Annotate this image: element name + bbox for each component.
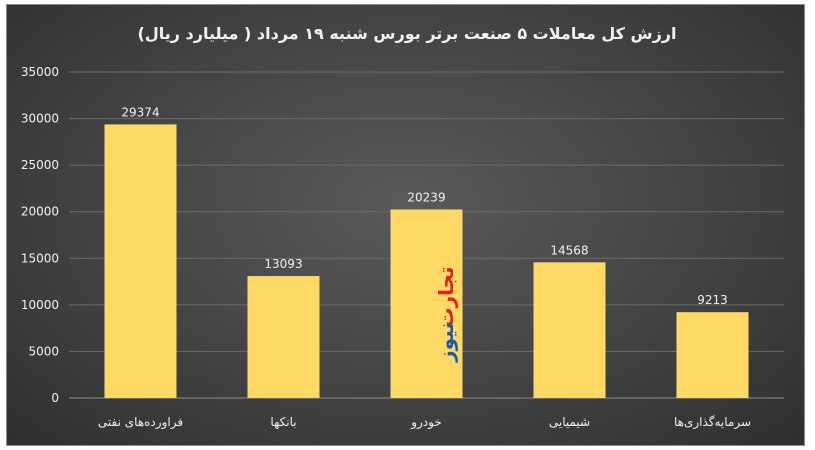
y-tick-label: 35000 — [21, 65, 59, 79]
watermark-line2: نیوز — [434, 322, 458, 363]
bars — [104, 124, 749, 399]
data-labels: 29374 13093 20239 14568 9213 — [121, 105, 727, 307]
y-tick-label: 0 — [51, 391, 59, 405]
watermark-line1: تجارت — [434, 266, 458, 327]
y-tick-label: 30000 — [21, 112, 59, 126]
bar — [390, 209, 463, 398]
bar — [104, 124, 177, 399]
category-label: شیمیایی — [549, 415, 590, 429]
y-tick-label: 25000 — [21, 158, 59, 172]
bar — [247, 276, 320, 398]
bar-chart: ارزش کل معاملات ۵ صنعت برتر بورس شنبه ۱۹… — [21, 24, 784, 430]
category-label: سرمایه‌گذاری‌ها — [674, 415, 751, 430]
bar — [676, 312, 749, 398]
watermark-logo: تجارت نیوز — [434, 266, 458, 362]
category-label: خودرو — [410, 415, 442, 430]
chart-frame: ارزش کل معاملات ۵ صنعت برتر بورس شنبه ۱۹… — [6, 4, 805, 446]
data-label: 29374 — [121, 105, 159, 119]
category-label: بانکها — [270, 415, 296, 429]
data-label: 9213 — [697, 293, 728, 307]
y-axis-ticks: 0 5000 10000 15000 20000 25000 30000 35000 — [21, 65, 59, 405]
data-label: 14568 — [550, 243, 588, 257]
category-labels: فراورده‌های نفتی بانکها خودرو شیمیایی سرمایه… — [98, 415, 751, 430]
y-tick-label: 20000 — [21, 205, 59, 219]
y-tick-label: 5000 — [28, 344, 59, 358]
y-tick-label: 15000 — [21, 251, 59, 265]
y-tick-label: 10000 — [21, 298, 59, 312]
bar — [533, 262, 606, 398]
data-label: 13093 — [264, 257, 302, 271]
category-label: فراورده‌های نفتی — [98, 415, 183, 430]
chart-title: ارزش کل معاملات ۵ صنعت برتر بورس شنبه ۱۹… — [138, 24, 677, 43]
data-label: 20239 — [407, 190, 445, 204]
